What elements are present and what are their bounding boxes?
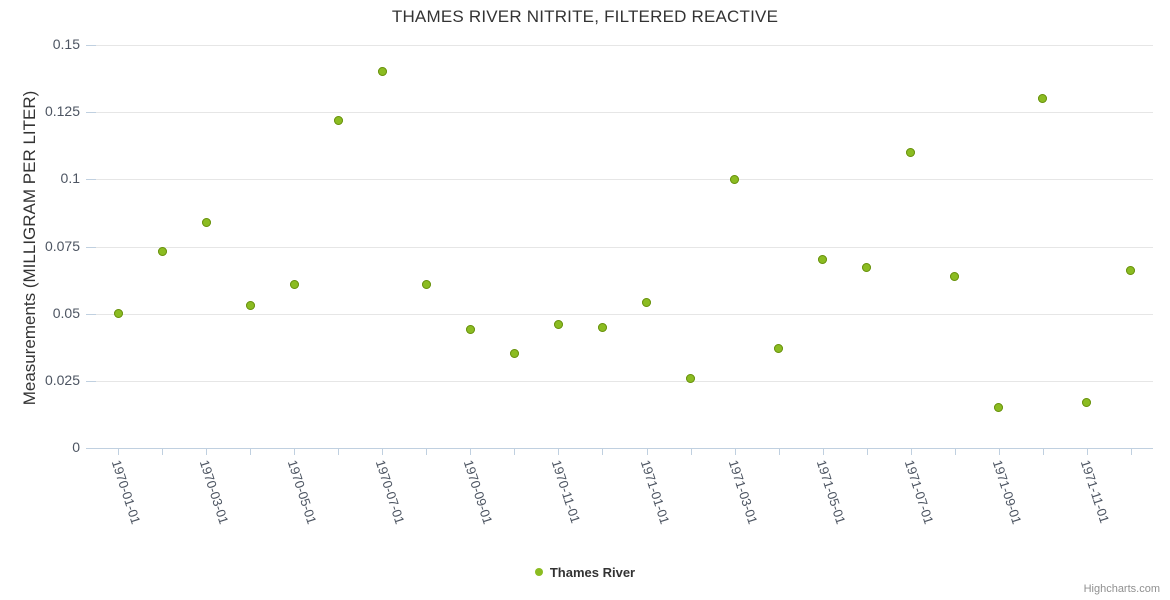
x-axis-tick	[955, 449, 956, 455]
x-axis-tick-label: 1971-03-01	[725, 458, 761, 526]
y-axis-tick-label: 0.025	[44, 371, 80, 388]
x-axis-tick	[647, 449, 648, 455]
legend-marker-icon	[534, 568, 543, 577]
y-axis-tick	[86, 313, 96, 315]
gridline	[96, 246, 1153, 248]
x-axis-tick	[162, 449, 163, 455]
data-point[interactable]	[1126, 266, 1136, 276]
x-axis-tick-label: 1970-11-01	[549, 458, 584, 525]
x-axis-tick	[1087, 449, 1088, 455]
data-point[interactable]	[421, 279, 431, 289]
x-axis-tick	[426, 449, 427, 455]
y-axis-tick-label: 0	[72, 439, 80, 455]
x-axis-tick	[999, 449, 1000, 455]
data-point[interactable]	[862, 263, 872, 273]
x-axis-tick	[779, 449, 780, 455]
data-point[interactable]	[465, 325, 475, 335]
x-axis-tick	[250, 449, 251, 455]
x-axis-tick	[118, 449, 119, 455]
x-axis-tick	[867, 449, 868, 455]
x-axis-tick	[294, 449, 295, 455]
gridline	[96, 380, 1153, 382]
data-point[interactable]	[730, 174, 740, 184]
x-axis-tick	[911, 449, 912, 455]
data-point[interactable]	[509, 349, 519, 359]
data-point[interactable]	[553, 319, 563, 329]
x-axis-tick	[338, 449, 339, 455]
data-point[interactable]	[642, 298, 652, 308]
data-point[interactable]	[201, 217, 211, 227]
data-point[interactable]	[597, 322, 607, 332]
x-axis-tick	[823, 449, 824, 455]
y-axis-tick	[86, 380, 96, 382]
y-axis-tick-label: 0.075	[44, 237, 80, 254]
data-point[interactable]	[906, 147, 916, 157]
x-axis-tick-label: 1970-05-01	[284, 458, 320, 526]
x-axis-tick-label: 1970-09-01	[461, 458, 496, 526]
credits-link[interactable]: Highcharts.com	[1083, 583, 1160, 595]
x-axis-tick	[691, 449, 692, 455]
y-axis-tick	[86, 179, 96, 181]
plot-area	[96, 45, 1153, 448]
chart-legend: Thames River	[0, 563, 1170, 581]
data-point[interactable]	[245, 301, 255, 311]
x-axis-tick-label: 1971-09-01	[989, 458, 1025, 526]
data-point[interactable]	[333, 115, 343, 125]
data-point[interactable]	[113, 309, 123, 319]
x-axis-tick-label: 1970-01-01	[108, 458, 144, 526]
data-point[interactable]	[289, 279, 299, 289]
y-axis-tick	[86, 45, 96, 46]
x-axis-tick	[382, 449, 383, 455]
data-point[interactable]	[1038, 94, 1048, 104]
y-axis-tick-label: 0.1	[60, 170, 80, 187]
x-axis-tick	[1043, 449, 1044, 455]
x-axis-tick	[206, 449, 207, 455]
x-axis-tick	[514, 449, 515, 455]
data-point[interactable]	[1082, 397, 1092, 407]
y-axis-tick-label: 0.05	[52, 304, 80, 321]
y-axis-tick	[86, 112, 96, 114]
gridline	[96, 112, 1153, 114]
legend-item-label: Thames River	[549, 564, 636, 580]
x-axis-tick-label: 1971-11-01	[1077, 458, 1113, 525]
data-point[interactable]	[818, 255, 828, 265]
data-point[interactable]	[774, 344, 784, 354]
x-axis-tick-label: 1970-03-01	[196, 458, 232, 526]
y-axis-tick-label: 0.15	[52, 36, 80, 52]
x-axis-tick-label: 1971-01-01	[637, 458, 673, 526]
x-axis-tick-label: 1971-05-01	[813, 458, 849, 526]
x-axis-tick-label: 1971-07-01	[901, 458, 937, 526]
gridline	[96, 313, 1153, 315]
x-axis-tick-label: 1970-07-01	[372, 458, 408, 526]
data-point[interactable]	[377, 67, 387, 77]
y-axis-tick-label: 0.125	[44, 103, 80, 120]
x-axis-tick	[602, 449, 603, 455]
gridline	[96, 45, 1153, 46]
gridline	[96, 179, 1153, 181]
x-axis-tick	[1131, 449, 1132, 455]
data-point[interactable]	[994, 403, 1004, 413]
chart-title: THAMES RIVER NITRITE, FILTERED REACTIVE	[391, 7, 779, 26]
x-axis-tick	[558, 449, 559, 455]
legend-item-thames-river[interactable]: Thames River	[534, 564, 636, 580]
y-axis-labels: 0 0.025 0.05 0.075 0.1 0.125 0.15	[0, 0, 80, 600]
y-axis-tick	[86, 448, 96, 449]
y-axis-tick	[86, 246, 96, 248]
data-point[interactable]	[686, 373, 696, 383]
data-point[interactable]	[157, 247, 167, 257]
data-point[interactable]	[950, 271, 960, 281]
x-axis-tick	[735, 449, 736, 455]
x-axis-tick	[470, 449, 471, 455]
x-axis-line	[96, 448, 1153, 449]
